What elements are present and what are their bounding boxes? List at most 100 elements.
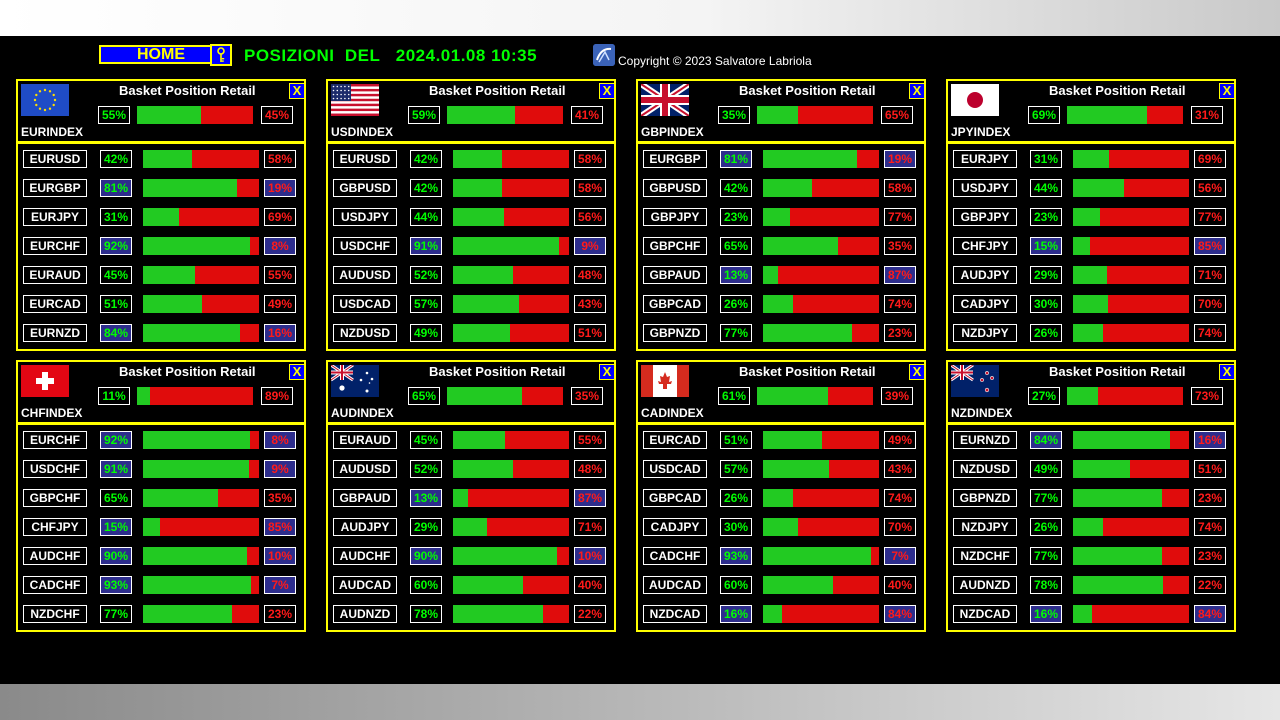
pair-name[interactable]: USDJPY [333,208,397,226]
pair-name[interactable]: NZDJPY [953,324,1017,342]
close-button[interactable]: X [1219,364,1235,380]
pair-name[interactable]: EURJPY [23,208,87,226]
pair-name[interactable]: NZDUSD [333,324,397,342]
pair-name[interactable]: EURNZD [23,324,87,342]
pair-name[interactable]: USDCAD [333,295,397,313]
pair-name[interactable]: AUDCHF [333,547,397,565]
pair-sell-percent: 49% [884,431,916,449]
pair-name[interactable]: GBPJPY [953,208,1017,226]
pair-name[interactable]: EURUSD [23,150,87,168]
pair-buy-percent: 23% [720,208,752,226]
pair-name[interactable]: CADJPY [643,518,707,536]
pair-name[interactable]: EURGBP [23,179,87,197]
pair-name[interactable]: GBPCAD [643,295,707,313]
sentiment-bar [763,179,879,197]
buy-fill [143,150,192,168]
pair-name[interactable]: GBPNZD [953,489,1017,507]
close-button[interactable]: X [1219,83,1235,99]
basket-panel-gbpindex: Basket Position Retail X GBPINDEX 35% 65% EUR… [636,79,926,351]
sell-fill [513,266,569,284]
pair-sell-percent: 77% [1194,208,1226,226]
pair-name[interactable]: AUDUSD [333,460,397,478]
pair-name[interactable]: AUDJPY [333,518,397,536]
us-flag-icon [331,84,379,116]
key-icon[interactable] [210,44,232,66]
index-label: JPYINDEX [951,125,1011,139]
pair-name[interactable]: NZDCHF [23,605,87,623]
pair-name[interactable]: AUDCAD [333,576,397,594]
pair-name[interactable]: EURAUD [333,431,397,449]
pair-name[interactable]: NZDCHF [953,547,1017,565]
sentiment-bar [763,266,879,284]
close-button[interactable]: X [599,364,615,380]
close-button[interactable]: X [289,364,305,380]
pair-name[interactable]: CADCHF [23,576,87,594]
buy-fill [763,324,853,342]
sell-fill [793,295,879,313]
pair-name[interactable]: CHFJPY [953,237,1017,255]
buy-fill [1073,208,1100,226]
buy-fill [763,237,839,255]
pair-name[interactable]: EURCAD [643,431,707,449]
ch-flag-icon [21,365,69,397]
pair-name[interactable]: AUDCHF [23,547,87,565]
pair-name[interactable]: EURNZD [953,431,1017,449]
basket-title: Basket Position Retail [1049,83,1186,98]
buy-fill [763,489,794,507]
pair-name[interactable]: GBPUSD [643,179,707,197]
pair-name[interactable]: GBPCAD [643,489,707,507]
pair-name[interactable]: AUDCAD [643,576,707,594]
pair-name[interactable]: GBPAUD [643,266,707,284]
sell-fill [789,208,879,226]
pair-name[interactable]: EURJPY [953,150,1017,168]
home-button[interactable]: HOME [99,45,223,64]
pair-name[interactable]: EURCHF [23,237,87,255]
pair-sell-percent: 7% [264,576,296,594]
pair-name[interactable]: EURCAD [23,295,87,313]
index-buy-percent: 65% [408,387,440,405]
sentiment-bar [447,387,563,405]
pair-name[interactable]: EURCHF [23,431,87,449]
sell-fill [195,266,259,284]
pair-name[interactable]: EURAUD [23,266,87,284]
pair-name[interactable]: AUDJPY [953,266,1017,284]
index-label: EURINDEX [21,125,84,139]
pair-name[interactable]: USDCHF [23,460,87,478]
close-button[interactable]: X [909,364,925,380]
pair-name[interactable]: GBPNZD [643,324,707,342]
pair-sell-percent: 55% [574,431,606,449]
close-button[interactable]: X [909,83,925,99]
pair-name[interactable]: GBPUSD [333,179,397,197]
pair-name[interactable]: GBPJPY [643,208,707,226]
index-label: AUDINDEX [331,406,394,420]
pair-name[interactable]: EURGBP [643,150,707,168]
sell-fill [1103,324,1189,342]
pair-name[interactable]: USDCHF [333,237,397,255]
pair-name[interactable]: CHFJPY [23,518,87,536]
pair-buy-percent: 92% [100,237,132,255]
buy-fill [143,605,233,623]
pair-name[interactable]: NZDCAD [953,605,1017,623]
pair-name[interactable]: AUDNZD [333,605,397,623]
pair-name[interactable]: CADJPY [953,295,1017,313]
pair-name[interactable]: EURUSD [333,150,397,168]
buy-fill [453,431,506,449]
pair-name[interactable]: NZDJPY [953,518,1017,536]
pair-name[interactable]: USDCAD [643,460,707,478]
close-button[interactable]: X [289,83,305,99]
close-button[interactable]: X [599,83,615,99]
pair-name[interactable]: GBPCHF [643,237,707,255]
pair-name[interactable]: AUDUSD [333,266,397,284]
pair-buy-percent: 93% [720,547,752,565]
sentiment-bar [1073,431,1189,449]
pair-name[interactable]: NZDCAD [643,605,707,623]
pair-name[interactable]: GBPAUD [333,489,397,507]
pair-name[interactable]: NZDUSD [953,460,1017,478]
pair-name[interactable]: GBPCHF [23,489,87,507]
pair-name[interactable]: USDJPY [953,179,1017,197]
pair-name[interactable]: AUDNZD [953,576,1017,594]
pair-buy-percent: 57% [720,460,752,478]
sentiment-bar [1073,179,1189,197]
pair-name[interactable]: CADCHF [643,547,707,565]
buy-fill [137,106,201,124]
